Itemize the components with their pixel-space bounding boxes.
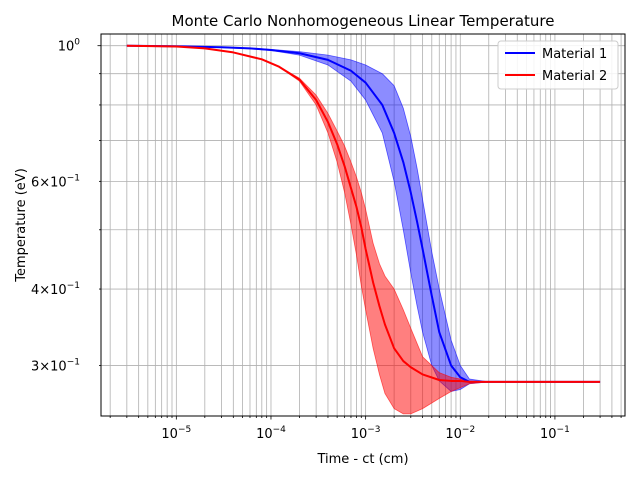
x-tick-label: 10−1 (540, 425, 570, 442)
confidence-bands (126, 45, 601, 415)
y-tick-label: 100 (58, 38, 81, 55)
series-lines (126, 44, 601, 383)
legend-label-material-2: Material 2 (542, 69, 607, 84)
y-tick-label: 4×10−1 (31, 281, 80, 298)
band-material-1 (126, 45, 601, 392)
legend: Material 1 Material 2 (497, 40, 619, 90)
line-material-2 (126, 44, 601, 383)
y-axis-ticks: 100 6×10−1 4×10−1 3×10−1 (31, 38, 101, 374)
x-tick-label: 10−5 (161, 425, 191, 442)
plot-frame (100, 33, 626, 417)
x-axis-ticks: 10−5 10−4 10−3 10−2 10−1 (109, 416, 622, 442)
x-tick-label: 10−2 (445, 425, 475, 442)
band-material-2 (126, 45, 601, 415)
y-tick-label: 6×10−1 (31, 173, 80, 190)
y-tick-label: 3×10−1 (31, 357, 80, 374)
y-axis-label: Temperature (eV) (14, 168, 29, 283)
x-tick-label: 10−3 (351, 425, 381, 442)
plot-area: 10−5 10−4 10−3 10−2 10−1 100 6×10−1 4×10−1 3×10… (31, 33, 626, 442)
chart-title: Monte Carlo Nonhomogeneous Linear Temper… (172, 12, 555, 30)
x-tick-label: 10−4 (256, 425, 286, 442)
legend-label-material-1: Material 1 (542, 47, 607, 62)
x-axis-label: Time - ct (cm) (316, 452, 408, 467)
